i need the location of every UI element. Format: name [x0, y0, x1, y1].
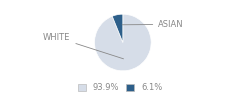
Text: WHITE: WHITE	[43, 33, 124, 59]
Text: ASIAN: ASIAN	[122, 20, 184, 29]
Wedge shape	[112, 14, 123, 42]
Legend: 93.9%, 6.1%: 93.9%, 6.1%	[74, 80, 166, 96]
Wedge shape	[95, 14, 151, 71]
